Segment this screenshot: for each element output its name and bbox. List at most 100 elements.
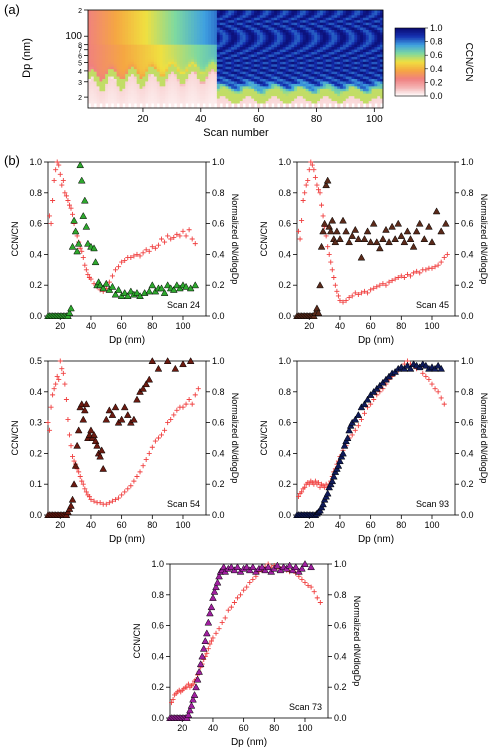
dndlogdp-point [77, 474, 83, 479]
heatmap-cell [110, 98, 115, 102]
heatmap-cell [325, 83, 329, 87]
heatmap-cell [105, 49, 109, 53]
heatmap-cell [368, 36, 372, 40]
heatmap-cell [251, 73, 255, 77]
heatmap-cell [193, 63, 198, 67]
heatmap-cell [90, 100, 95, 104]
dndlogdp-point [435, 262, 441, 268]
heatmap-cell [314, 103, 318, 106]
heatmap-cell [340, 100, 344, 104]
heatmap-cell [371, 19, 375, 23]
heatmap-cell [130, 71, 135, 75]
heatmap-cell [93, 41, 97, 45]
heatmap-cell [331, 27, 335, 30]
heatmap-cell [374, 27, 378, 30]
heatmap-cell [362, 68, 367, 72]
ccn-point [202, 629, 211, 637]
heatmap-cell [225, 71, 229, 75]
heatmap-cell [262, 88, 266, 92]
heatmap-cell [168, 100, 172, 104]
heatmap-cell [331, 36, 335, 40]
heatmap-cell [291, 34, 295, 38]
heatmap-cell [130, 68, 135, 72]
heatmap-cell [151, 54, 155, 57]
dndlogdp-point [343, 298, 349, 304]
ccn-point [80, 196, 89, 204]
heatmap-cell [125, 90, 129, 94]
heatmap-cell [314, 63, 318, 67]
heatmap-cell [311, 10, 315, 13]
heatmap-cell [236, 22, 241, 26]
heatmap-cell [248, 81, 252, 84]
ccn-point [70, 480, 78, 488]
heatmap-cell [322, 61, 327, 65]
heatmap-cell [340, 73, 344, 77]
heatmap-cell [365, 98, 370, 102]
heatmap-cell [314, 19, 318, 23]
heatmap-cell [222, 73, 226, 77]
heatmap-cell [225, 59, 229, 62]
heatmap-cell [299, 73, 304, 77]
heatmap-cell [299, 39, 304, 43]
heatmap-cell [288, 41, 292, 45]
heatmap-cell [193, 41, 198, 45]
dndlogdp-point [417, 270, 423, 276]
heatmap-cell [242, 46, 246, 50]
heatmap-cell [297, 93, 301, 97]
heatmap-cell [193, 12, 198, 16]
heatmap-cell [211, 12, 215, 16]
heatmap-cell [277, 73, 281, 77]
heatmap-cell [156, 54, 161, 57]
heatmap-cell [319, 88, 324, 92]
heatmap-cell [162, 61, 166, 65]
heatmap-cell [357, 61, 361, 65]
heatmap-cell [205, 56, 209, 60]
heatmap-cell [274, 29, 278, 33]
heatmap-cell [357, 51, 361, 55]
heatmap-cell [277, 12, 281, 16]
heatmap-cell [196, 41, 201, 45]
heatmap-cell [196, 49, 201, 53]
heatmap-cell [342, 56, 347, 60]
heatmap-cell [305, 98, 309, 102]
heatmap-cell [234, 88, 238, 92]
heatmap-cell [159, 103, 163, 106]
heatmap-cell [179, 17, 183, 21]
heatmap-cell [365, 41, 370, 45]
heatmap-cell [151, 56, 155, 60]
ccn-point [179, 360, 187, 368]
heatmap-cell [228, 71, 232, 75]
heatmap-cell [294, 68, 298, 72]
heatmap-cell [294, 66, 298, 70]
ccn-point [73, 441, 81, 449]
heatmap-cell [191, 49, 195, 53]
heatmap-cell [99, 100, 103, 104]
heatmap-cell [211, 85, 215, 89]
heatmap-cell [165, 61, 169, 65]
heatmap-cell [211, 14, 215, 18]
heatmap-cell [368, 93, 372, 97]
heatmap-cell [173, 85, 178, 89]
heatmap-cell [173, 71, 178, 75]
heatmap-cell [168, 17, 172, 21]
heatmap-cell [102, 100, 106, 104]
heatmap-cell [357, 73, 361, 77]
heatmap-cell [214, 46, 218, 50]
heatmap-cell [328, 39, 332, 43]
ccn-point [65, 309, 74, 316]
heatmap-cell [362, 76, 367, 79]
heatmap-cell [271, 12, 275, 16]
heatmap-cell [108, 22, 112, 26]
heatmap-cell [251, 105, 255, 109]
heatmap-cell [337, 103, 341, 106]
heatmap-cell [325, 103, 329, 106]
heatmap-cell [228, 24, 232, 28]
heatmap-cell [125, 12, 129, 16]
heatmap-cell [173, 59, 178, 62]
heatmap-cell [133, 17, 138, 21]
heatmap-cell [239, 54, 244, 57]
heatmap-cell [205, 44, 209, 48]
heatmap-cell [357, 36, 361, 40]
heatmap-cell [302, 93, 307, 97]
heatmap-cell [256, 85, 261, 89]
